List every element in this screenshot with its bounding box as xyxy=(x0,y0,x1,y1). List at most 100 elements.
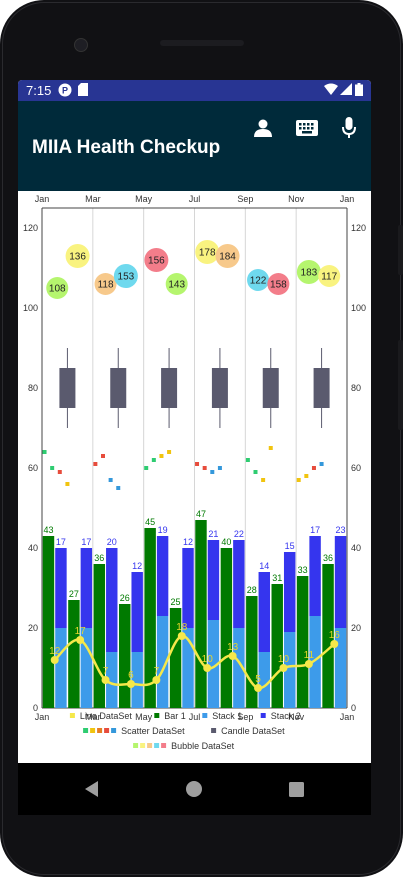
recents-icon[interactable] xyxy=(284,777,308,801)
scatter-point xyxy=(93,462,98,466)
bar1-value-label: 47 xyxy=(196,509,206,519)
bar1-bar xyxy=(322,564,334,708)
x-tick-label-bottom: May xyxy=(135,712,153,722)
status-time: 7:15 xyxy=(26,83,52,98)
status-bar: 7:15 P xyxy=(18,80,371,101)
x-tick-label-top: Jul xyxy=(189,194,201,204)
bar1-bar xyxy=(42,536,55,708)
stack1-bar xyxy=(182,628,194,708)
y-tick-label-left: 120 xyxy=(23,223,38,233)
chart-canvas: 0 0 20 20 40 40 60 60 80 80 100 100 120 120 Jan Jan Mar M… xyxy=(23,194,366,751)
front-camera xyxy=(74,38,88,52)
x-tick-label-top: Mar xyxy=(85,194,101,204)
bubble xyxy=(296,260,321,284)
legend-swatch xyxy=(140,743,146,748)
x-tick-label-top: Jan xyxy=(340,194,355,204)
stack2-bar xyxy=(207,540,220,620)
svg-text:P: P xyxy=(62,86,68,96)
y-tick-label-right: 20 xyxy=(351,623,361,633)
line-value-label: 18 xyxy=(176,622,188,633)
x-tick-label-bottom: Mar xyxy=(85,712,101,722)
stack2-bar xyxy=(55,548,67,628)
bar1-value-label: 28 xyxy=(247,585,257,595)
scatter-point xyxy=(57,470,62,474)
home-icon[interactable] xyxy=(182,777,206,801)
bar1-value-label: 36 xyxy=(323,553,333,563)
bar1-bar xyxy=(296,576,309,708)
x-tick-label-bottom: Jan xyxy=(340,712,355,722)
scatter-point xyxy=(65,482,70,486)
candle-body xyxy=(211,368,228,408)
x-tick-label-top: Jan xyxy=(35,194,50,204)
line-value-label: 10 xyxy=(202,654,214,665)
legend-swatch xyxy=(90,728,96,733)
bar1-value-label: 27 xyxy=(69,589,79,599)
y-tick-label-left: 100 xyxy=(23,303,38,313)
legend-label: Bar 1 xyxy=(164,711,186,721)
back-icon[interactable] xyxy=(80,777,104,801)
scatter-point xyxy=(217,466,222,470)
bubble-value-label: 143 xyxy=(168,280,185,291)
bubble-value-label: 184 xyxy=(219,252,236,263)
bar1-value-label: 25 xyxy=(171,597,181,607)
line-point xyxy=(177,632,186,640)
x-tick-label-bottom: Sep xyxy=(237,712,253,722)
bar1-value-label: 45 xyxy=(145,517,155,527)
stack2-bar xyxy=(80,548,93,628)
bubble-value-label: 183 xyxy=(301,268,318,279)
stack2-bar xyxy=(309,536,321,616)
bar1-bar xyxy=(144,528,156,708)
scatter-point xyxy=(108,478,113,482)
stack1-bar xyxy=(258,652,270,708)
person-icon[interactable] xyxy=(250,115,276,141)
y-tick-label-right: 100 xyxy=(351,303,366,313)
legend-label: Candle DataSet xyxy=(221,726,285,736)
legend-swatch xyxy=(260,713,266,718)
scatter-point xyxy=(311,466,316,470)
stack1-bar xyxy=(156,616,169,708)
line-point xyxy=(152,676,161,684)
bubble xyxy=(165,273,188,295)
legend-label: Stack 2 xyxy=(271,711,301,721)
scatter-point xyxy=(195,462,200,466)
bubble xyxy=(267,273,290,295)
stack1-bar xyxy=(55,628,67,708)
stack1-bar xyxy=(106,652,118,708)
line-point xyxy=(101,676,110,684)
device-screen: 7:15 P MIIA Health Checkup xyxy=(18,80,371,815)
combined-chart[interactable]: 0 0 20 20 40 40 60 60 80 80 100 100 120 120 Jan Jan Mar M… xyxy=(18,191,371,763)
line-point xyxy=(228,652,237,660)
volume-button xyxy=(398,340,403,430)
scatter-point xyxy=(50,466,55,470)
candle-body xyxy=(313,368,330,408)
bubble xyxy=(195,240,220,264)
stack1-bar xyxy=(131,652,143,708)
scatter-point xyxy=(253,470,258,474)
keyboard-icon[interactable] xyxy=(294,115,320,141)
bubble-value-label: 136 xyxy=(69,252,86,263)
scatter-point xyxy=(159,454,164,458)
bar1-bar xyxy=(195,520,207,708)
x-tick-label-bottom: Jan xyxy=(35,712,50,722)
y-tick-label-right: 60 xyxy=(351,463,361,473)
app-bar: MIIA Health Checkup xyxy=(18,101,371,191)
bar1-value-label: 26 xyxy=(120,593,130,603)
stack-value-label: 12 xyxy=(183,537,193,547)
candle-body xyxy=(59,368,76,408)
bar1-value-label: 43 xyxy=(43,525,53,535)
scatter-point xyxy=(210,470,215,474)
y-tick-label-left: 40 xyxy=(28,543,38,553)
legend-swatch xyxy=(69,713,75,718)
bubble xyxy=(65,244,90,268)
legend-swatch xyxy=(104,728,110,733)
stack-value-label: 21 xyxy=(208,529,218,539)
legend-swatch xyxy=(133,743,139,748)
bubble-value-label: 153 xyxy=(118,272,135,283)
x-tick-label-top: Sep xyxy=(237,194,253,204)
legend-swatch xyxy=(83,728,89,733)
legend-swatch xyxy=(161,743,167,748)
line-point xyxy=(50,656,59,664)
microphone-icon[interactable] xyxy=(336,115,362,141)
power-button xyxy=(398,225,403,275)
